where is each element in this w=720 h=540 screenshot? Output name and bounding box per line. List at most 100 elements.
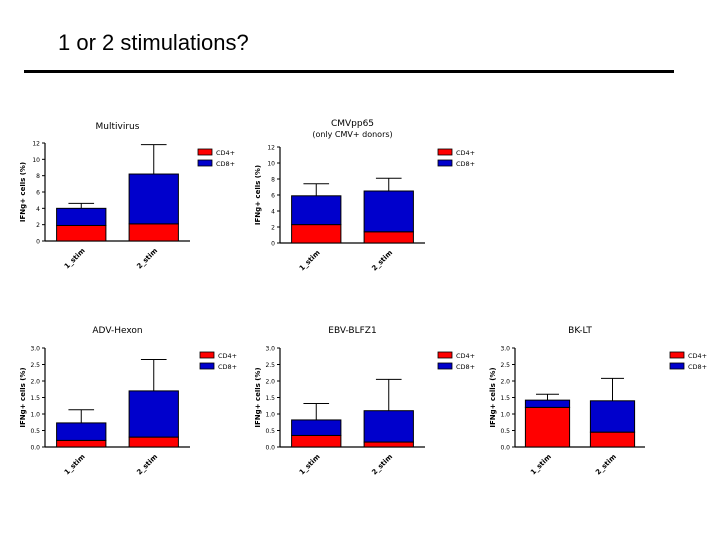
legend-swatch [438,363,452,369]
y-tick-label: 2 [36,222,40,229]
x-tick-label: 2_stim [370,453,394,477]
bar-cd4-2-stim [129,224,178,241]
legend-label: CD4+ [688,352,707,360]
y-tick-label: 10 [32,157,40,164]
y-axis-label: IFNg+ cells (%) [255,165,262,225]
y-tick-label: 12 [267,145,275,152]
bar-cd4-1-stim [57,225,106,241]
slide-title: 1 or 2 stimulations? [58,30,249,56]
legend-swatch [438,352,452,358]
chart-title: EBV-BLFZ1 [328,326,376,336]
y-tick-label: 2.0 [265,379,275,386]
legend-label: CD4+ [456,149,475,157]
legend-swatch [438,149,452,155]
chart-title: BK-LT [568,326,592,336]
legend-label: CD4+ [218,352,237,360]
y-tick-label: 1.5 [500,395,510,402]
y-tick-label: 1.0 [500,412,510,419]
bar-cd4-1-stim [525,407,569,447]
legend-swatch [200,363,214,369]
x-tick-label: 2_stim [135,453,159,477]
y-tick-label: 6 [271,193,275,200]
chart-subtitle: (only CMV+ donors) [312,130,392,139]
chart-multivirus: Multivirus 0 2 4 6 8 10 12 IFNg+ cells (%) 1_stim… [20,115,260,290]
bar-cd8-1-stim [525,400,569,407]
y-tick-label: 0.5 [500,428,510,435]
y-tick-label: 0.5 [265,428,275,435]
legend-label: CD4+ [216,149,235,157]
bar-cd4-2-stim [364,232,413,243]
legend-label: CD8+ [216,160,235,168]
y-tick-label: 12 [32,141,40,148]
bar-cd4-2-stim [364,442,413,447]
bar-cd4-1-stim [292,225,341,243]
y-tick-label: 2 [271,225,275,232]
legend-label: CD4+ [456,352,475,360]
bar-cd4-2-stim [590,432,634,447]
y-tick-label: 2.0 [30,379,40,386]
bar-cd8-1-stim [57,423,106,440]
y-tick-label: 3.0 [500,346,510,353]
bar-cd8-2-stim [129,174,178,224]
bar-cd8-2-stim [364,191,413,232]
legend-swatch [438,160,452,166]
chart-title: CMVpp65 [331,119,374,129]
y-axis-label: IFNg+ cells (%) [489,367,497,427]
x-tick-label: 1_stim [63,453,87,477]
legend-swatch [198,149,212,155]
y-tick-label: 3.0 [265,346,275,353]
x-tick-label: 2_stim [594,453,618,477]
y-tick-label: 3.0 [30,346,40,353]
x-tick-label: 2_stim [135,247,159,271]
bar-cd4-2-stim [129,437,178,447]
chart-ebv-blfz1: EBV-BLFZ1 0.0 0.5 1.0 1.5 2.0 2.5 3.0 IFNg+ cell… [255,320,495,490]
legend-swatch [670,363,684,369]
bar-cd8-1-stim [57,208,106,225]
bar-cd8-2-stim [590,401,634,432]
y-tick-label: 8 [271,177,275,184]
y-tick-label: 0 [36,239,40,246]
legend-label: CD8+ [456,363,475,371]
chart-title: Multivirus [96,122,140,132]
y-tick-label: 10 [267,161,275,168]
x-tick-label: 1_stim [298,249,322,273]
bar-cd8-1-stim [292,196,341,225]
y-tick-label: 0.0 [265,445,275,452]
y-tick-label: 4 [36,206,40,213]
x-tick-label: 1_stim [63,247,87,271]
y-tick-label: 2.0 [500,379,510,386]
title-divider [24,70,674,73]
y-tick-label: 0 [271,241,275,248]
legend-label: CD8+ [688,363,707,371]
chart-cmvpp65: CMVpp65(only CMV+ donors) 0 2 4 6 8 10 12 IFNg+ … [255,115,495,290]
bar-cd8-1-stim [292,420,341,436]
chart-title: ADV-Hexon [92,326,142,336]
y-tick-label: 2.5 [500,362,510,369]
legend-swatch [670,352,684,358]
y-tick-label: 6 [36,190,40,197]
y-axis-label: IFNg+ cells (%) [20,367,27,427]
bar-cd8-2-stim [129,391,178,437]
bar-cd4-1-stim [57,440,106,447]
chart-adv-hexon: ADV-Hexon 0.0 0.5 1.0 1.5 2.0 2.5 3.0 IFNg+ cell… [20,320,260,490]
x-tick-label: 2_stim [370,249,394,273]
y-axis-label: IFNg+ cells (%) [20,162,27,222]
x-tick-label: 1_stim [298,453,322,477]
x-tick-label: 1_stim [529,453,553,477]
y-tick-label: 0.0 [500,445,510,452]
y-tick-label: 4 [271,209,275,216]
y-axis-label: IFNg+ cells (%) [255,367,262,427]
bar-cd4-1-stim [292,435,341,447]
y-tick-label: 1.5 [265,395,275,402]
y-tick-label: 8 [36,173,40,180]
legend-swatch [198,160,212,166]
y-tick-label: 2.5 [30,362,40,369]
y-tick-label: 0.5 [30,428,40,435]
legend-label: CD8+ [456,160,475,168]
chart-bk-lt: BK-LT 0.0 0.5 1.0 1.5 2.0 2.5 3.0 IFNg+ cells (%… [485,320,720,490]
y-tick-label: 2.5 [265,362,275,369]
y-tick-label: 1.0 [265,412,275,419]
bar-cd8-2-stim [364,411,413,442]
legend-swatch [200,352,214,358]
y-tick-label: 1.0 [30,412,40,419]
